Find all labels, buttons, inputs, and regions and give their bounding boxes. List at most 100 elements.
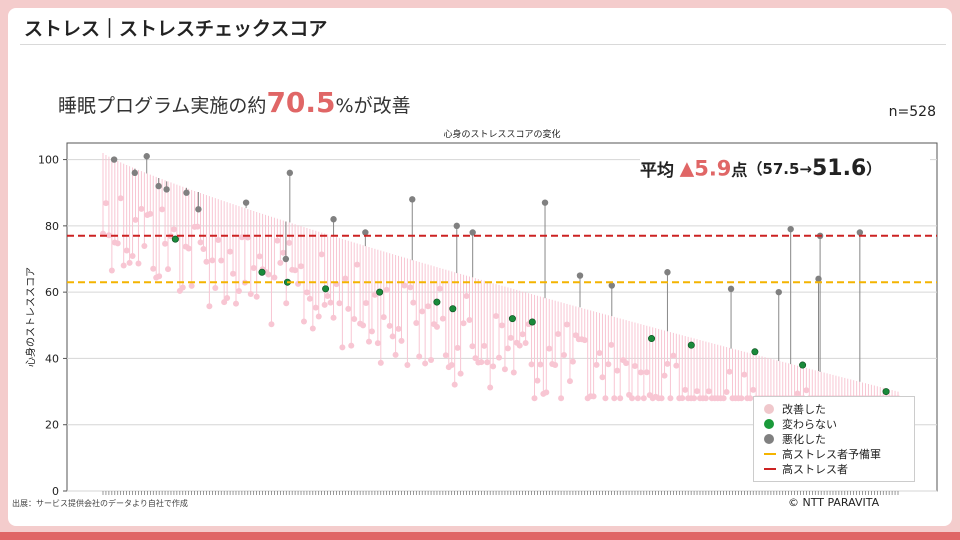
improved-point <box>510 369 517 376</box>
improved-point <box>498 322 505 329</box>
improved-point <box>563 321 570 328</box>
improved-point <box>271 274 278 281</box>
unchanged-point <box>648 335 656 343</box>
improved-point <box>389 333 396 340</box>
improved-point <box>631 362 638 369</box>
improved-point <box>215 236 222 243</box>
improved-point <box>209 257 216 264</box>
improved-point <box>298 263 305 270</box>
improved-point <box>274 237 281 244</box>
improved-point <box>300 318 307 325</box>
improved-point <box>194 223 201 230</box>
average-before: （57.5→ <box>747 160 812 178</box>
improved-point <box>247 291 254 298</box>
improved-point <box>522 340 529 347</box>
improved-point <box>141 242 148 249</box>
improved-point <box>637 369 644 376</box>
improved-point <box>558 395 565 402</box>
bottom-band <box>0 532 960 540</box>
up-triangle-icon: ▲ <box>679 157 695 180</box>
improved-point <box>135 260 142 267</box>
average-label: 平均 <box>640 161 674 181</box>
y-tick-label: 20 <box>45 419 59 432</box>
improved-point <box>552 361 559 368</box>
improved-point <box>614 367 621 374</box>
improved-point <box>227 248 234 255</box>
improved-point <box>705 388 712 395</box>
improved-point <box>661 372 668 379</box>
unchanged-point <box>322 285 330 293</box>
improved-point <box>691 395 698 402</box>
worsened-point <box>163 186 170 193</box>
improved-point <box>593 361 600 368</box>
improved-point <box>265 271 272 278</box>
worsened-point <box>155 182 162 190</box>
improved-point <box>324 292 331 299</box>
improved-point <box>457 370 464 377</box>
improved-point <box>206 303 213 310</box>
headline-value: 70.5 <box>266 86 336 119</box>
improved-point <box>327 299 334 306</box>
worsened-point <box>110 156 118 163</box>
improved-point <box>507 334 514 341</box>
improved-point <box>132 216 139 223</box>
improved-point <box>224 295 231 302</box>
unchanged-point <box>882 388 890 396</box>
improved-point <box>102 200 109 207</box>
unchanged-point <box>528 318 536 326</box>
improved-point <box>617 395 624 402</box>
improved-point <box>496 354 503 361</box>
improved-point <box>321 301 328 308</box>
improved-point <box>750 386 757 393</box>
worsened-point <box>282 255 290 263</box>
improved-point <box>123 247 130 254</box>
improved-point <box>629 395 636 402</box>
average-unit: 点 <box>731 160 748 180</box>
improved-point <box>504 345 511 352</box>
legend-label: 高ストレス者 <box>782 463 848 476</box>
improved-point <box>425 303 432 310</box>
improved-point <box>439 315 446 322</box>
legend-dot-icon <box>764 404 774 414</box>
improved-point <box>501 366 508 373</box>
legend-line-icon <box>764 468 776 470</box>
improved-point <box>312 304 319 311</box>
improved-point <box>292 267 299 274</box>
worsened-point <box>362 229 369 236</box>
improved-point <box>108 267 115 274</box>
improved-point <box>286 239 293 246</box>
improved-point <box>682 386 689 393</box>
source-note: 出展：サービス提供会社のデータより自社で作成 <box>12 499 188 508</box>
improved-point <box>159 206 166 213</box>
improved-point <box>283 300 290 307</box>
improved-point <box>679 395 686 402</box>
worsened-point <box>664 269 671 276</box>
improved-point <box>436 285 443 292</box>
legend-item-worsened: 悪化した <box>764 432 826 446</box>
legend-label: 変わらない <box>782 418 837 431</box>
improved-point <box>345 305 352 312</box>
improved-point <box>147 210 154 217</box>
worsened-point <box>286 169 294 177</box>
improved-point <box>490 363 497 370</box>
improved-point <box>256 253 263 260</box>
improved-point <box>336 300 343 307</box>
improved-point <box>611 395 618 402</box>
improved-point <box>413 320 420 327</box>
improved-point <box>602 395 609 402</box>
improved-point <box>126 259 133 266</box>
improved-point <box>747 395 754 402</box>
legend-label: 悪化した <box>782 433 826 446</box>
improved-point <box>534 377 541 384</box>
improved-point <box>404 362 411 369</box>
improved-point <box>114 240 121 247</box>
improved-point <box>377 359 384 366</box>
improved-point <box>392 351 399 358</box>
improved-point <box>667 395 674 402</box>
worsened-point <box>775 288 782 296</box>
unchanged-point <box>433 298 441 306</box>
improved-point <box>120 262 127 269</box>
improved-point <box>723 389 730 396</box>
legend-label: 高ストレス者予備軍 <box>782 448 881 461</box>
improved-point <box>401 282 408 289</box>
